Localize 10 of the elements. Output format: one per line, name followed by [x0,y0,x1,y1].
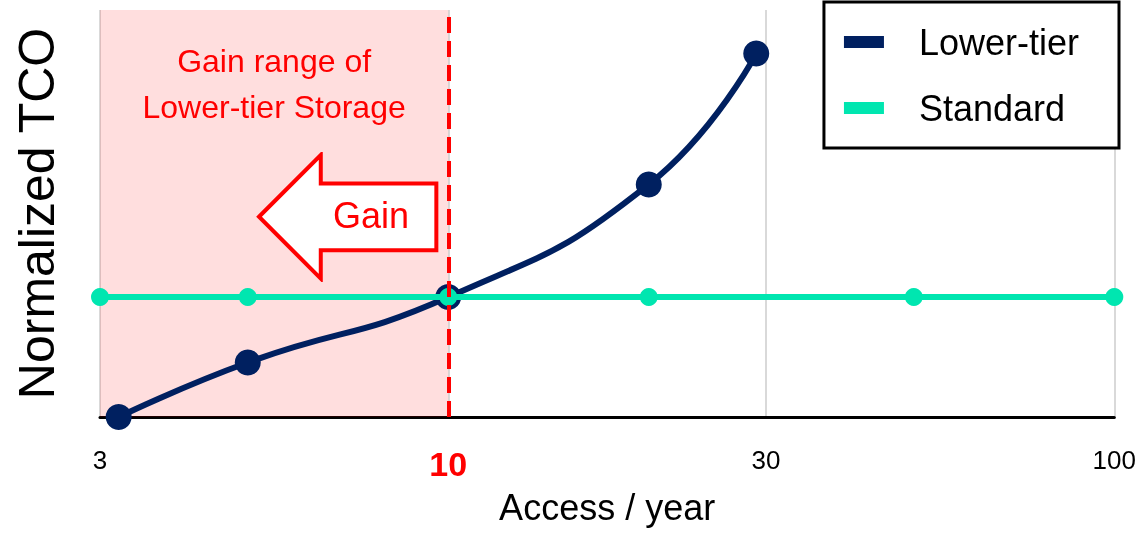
y-axis-title: Normalized TCO [9,27,65,400]
legend-label: Lower-tier [918,21,1080,63]
legend-label: Standard [918,87,1066,129]
x-tick-label: 3 [92,445,108,475]
annotation: Gain [332,195,409,238]
x-axis-title: Access / year [499,486,716,528]
x-tick-label: 100 [1092,445,1137,475]
x-tick-label: 10 [429,445,468,483]
band-label: Gain range of Lower-tier Storage [142,43,406,125]
x-tick-label: 30 [751,445,781,475]
